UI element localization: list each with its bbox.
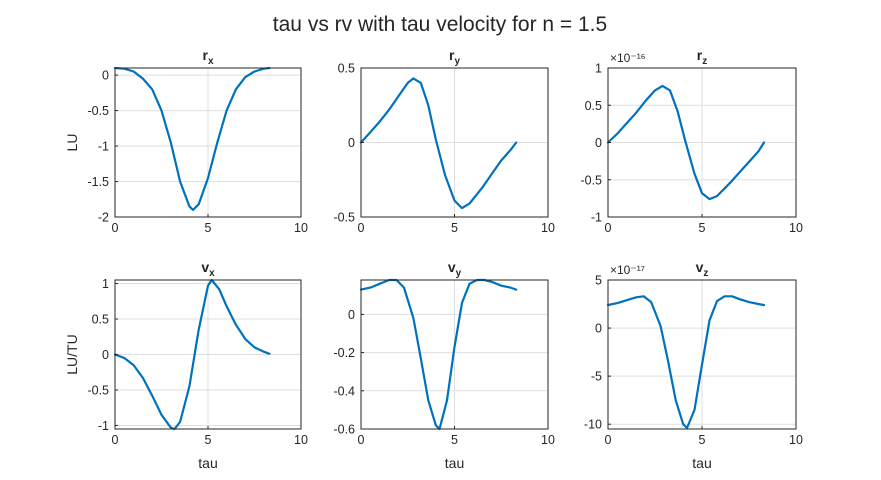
subplot-vx: 0 5 10 -1 -0.5 0 0.5 1 vx tau LU/TU [64,259,308,471]
series-line-ry [359,77,518,210]
subplot-title-subscript: y [454,56,460,67]
subplot-title-subscript: z [702,56,707,67]
y-tick-label: 0.5 [338,62,355,76]
subplot-title: vy [448,259,462,279]
x-tick-label: 10 [294,221,308,235]
y-tick-label: -0.5 [87,383,109,397]
subplot-title: vx [201,259,215,279]
axis-exponent-label: ×10⁻¹⁶ [610,51,646,65]
y-tick-label: 0 [348,308,355,322]
x-tick-label: 0 [112,221,119,235]
x-tick-label: 10 [541,221,555,235]
y-tick-label: -10 [584,418,602,432]
x-tick-label: 10 [294,433,308,447]
y-tick-label: 1 [595,62,602,76]
x-tick-label: 0 [358,221,365,235]
subplot-title-subscript: x [209,268,215,279]
subplot-vy: 0 5 10 -0.6 -0.4 -0.2 0 vy tau [333,259,555,471]
subplot-title-main: r [202,47,208,63]
y-tick-label: -1 [98,419,109,433]
series-line-vx [113,278,271,431]
y-tick-label: -5 [591,370,602,384]
series-line-vz [606,295,766,430]
x-tick-label: 0 [605,221,612,235]
subplot-title: rx [202,47,213,67]
y-tick-label: 0 [102,348,109,362]
subplot-vz: 0 5 10 -10 -5 0 5 vz ×10⁻¹⁷ tau [584,259,803,471]
y-tick-label: -0.6 [333,423,355,437]
y-tick-label: 0 [348,136,355,150]
x-tick-label: 10 [541,433,555,447]
x-tick-label: 10 [789,433,803,447]
subplot-title-subscript: y [456,268,462,279]
x-axis-label: tau [198,455,217,471]
x-tick-label: 5 [699,433,706,447]
subplot-title: vz [696,259,709,279]
y-axis-label: LU/TU [64,334,80,374]
series-line-rx [113,66,271,211]
figure-title: tau vs rv with tau velocity for n = 1.5 [273,13,607,36]
subplot-title-main: r [449,47,455,63]
y-tick-label: 0 [595,136,602,150]
series-line-rz [606,84,766,201]
x-tick-label: 5 [699,221,706,235]
y-tick-label: -0.5 [333,211,355,225]
y-tick-label: 0.5 [92,313,109,327]
x-tick-label: 0 [605,433,612,447]
y-tick-label: -0.2 [333,346,355,360]
x-tick-label: 5 [451,433,458,447]
subplot-title-main: r [697,47,703,63]
y-axis-label: LU [64,134,80,152]
subplot-rx: 0 5 10 -2 -1.5 -1 -0.5 0 rx LU [64,47,308,235]
subplot-rz: 0 5 10 -1 -0.5 0 0.5 1 rz ×10⁻¹⁶ [580,47,803,235]
y-tick-label: -2 [98,211,109,225]
y-tick-label: -1 [98,140,109,154]
y-tick-label: -0.5 [87,104,109,118]
y-tick-label: 5 [595,274,602,288]
subplot-ry: 0 5 10-0.500.5ry [333,47,555,235]
x-tick-label: 0 [112,433,119,447]
x-tick-label: 5 [205,433,212,447]
x-tick-label: 10 [789,221,803,235]
subplot-title-main: v [201,259,209,275]
x-axis-label: tau [445,455,464,471]
subplot-title-main: v [696,259,704,275]
axis-exponent-label: ×10⁻¹⁷ [610,263,645,277]
y-tick-label: 0.5 [585,99,602,113]
x-tick-label: 5 [205,221,212,235]
subplot-title-main: v [448,259,456,275]
x-tick-label: 5 [451,221,458,235]
y-tick-label: -1.5 [87,175,109,189]
y-tick-label: 1 [102,277,109,291]
y-tick-label: 0 [102,69,109,83]
x-axis-label: tau [692,455,711,471]
subplot-title: rz [697,47,707,67]
y-tick-label: -0.5 [580,173,602,187]
subplot-title-subscript: z [703,268,708,279]
subplot-title-subscript: x [208,56,214,67]
y-tick-label: -1 [591,211,602,225]
y-tick-label: 0 [595,322,602,336]
subplot-title: ry [449,47,460,67]
x-tick-label: 0 [358,433,365,447]
y-tick-label: -0.4 [333,384,355,398]
